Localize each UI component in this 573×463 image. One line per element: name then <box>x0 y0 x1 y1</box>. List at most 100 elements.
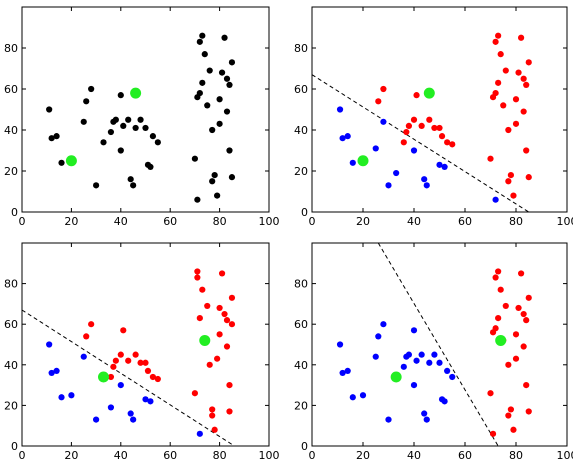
centroid-point <box>423 87 435 99</box>
data-point <box>525 294 532 301</box>
centroid-point <box>98 371 110 383</box>
data-point <box>199 286 206 293</box>
data-point <box>505 361 512 368</box>
x-tick-label: 40 <box>407 215 421 228</box>
y-tick-label: 20 <box>294 399 308 412</box>
data-point <box>359 392 367 399</box>
data-point <box>438 133 446 140</box>
data-point <box>100 139 107 146</box>
data-point <box>58 394 65 401</box>
data-point <box>93 182 100 189</box>
data-point <box>218 69 226 76</box>
data-point <box>449 141 456 148</box>
data-point <box>336 106 344 113</box>
data-point <box>436 161 443 168</box>
data-point <box>512 96 520 103</box>
data-point <box>375 98 382 105</box>
data-point <box>107 128 115 136</box>
data-point <box>107 404 115 411</box>
data-point <box>487 155 494 162</box>
data-point <box>505 178 512 185</box>
data-point <box>495 315 502 322</box>
data-point <box>418 122 425 129</box>
data-point <box>218 270 226 277</box>
y-tick-label: 80 <box>294 278 308 291</box>
data-point <box>400 139 407 146</box>
data-point <box>426 359 433 366</box>
decision-boundary-line <box>311 74 530 213</box>
centroid-point <box>357 155 369 167</box>
data-point <box>206 67 213 74</box>
data-point <box>228 59 236 66</box>
y-tick-label: 80 <box>294 42 308 55</box>
x-tick-label: 60 <box>458 449 472 462</box>
data-point <box>216 304 223 312</box>
data-point <box>375 333 382 340</box>
y-tick-label: 80 <box>4 278 18 291</box>
x-tick-label: 100 <box>259 449 280 462</box>
data-point <box>214 355 221 362</box>
data-point <box>194 268 201 275</box>
data-point <box>226 382 233 389</box>
x-tick-label: 60 <box>163 215 177 228</box>
data-point <box>441 163 448 170</box>
data-point <box>196 315 203 322</box>
data-point <box>495 79 502 86</box>
x-tick-label: 0 <box>309 449 316 462</box>
data-point <box>211 426 218 433</box>
data-point <box>515 69 522 76</box>
data-point <box>144 367 152 374</box>
data-point <box>525 174 532 181</box>
data-point <box>199 32 206 39</box>
data-point <box>423 416 430 423</box>
data-point <box>228 294 236 301</box>
data-point <box>512 120 520 127</box>
data-point <box>209 412 216 419</box>
y-tick-label: 40 <box>4 359 18 372</box>
y-tick-label: 20 <box>294 165 308 178</box>
data-point <box>410 147 418 154</box>
axes-frame <box>21 242 270 447</box>
data-point <box>336 341 344 348</box>
y-tick-label: 20 <box>4 165 18 178</box>
centroid-point <box>130 87 142 99</box>
data-point <box>83 98 90 105</box>
data-point <box>426 116 433 123</box>
data-point <box>216 120 223 127</box>
data-point <box>125 357 132 364</box>
x-tick-label: 80 <box>509 449 523 462</box>
y-tick-label: 80 <box>4 42 18 55</box>
axes-frame <box>311 6 568 213</box>
data-point <box>154 375 161 383</box>
data-point <box>380 118 387 125</box>
data-point <box>204 102 211 109</box>
data-point <box>120 122 127 129</box>
y-tick-label: 40 <box>4 124 18 137</box>
data-point <box>130 182 137 189</box>
data-point <box>228 174 236 181</box>
data-point <box>510 426 517 433</box>
data-point <box>46 106 53 113</box>
y-tick-label: 0 <box>301 440 308 453</box>
data-point <box>196 90 203 97</box>
data-point <box>206 361 213 368</box>
x-tick-label: 100 <box>259 215 280 228</box>
centroid-point <box>390 371 402 383</box>
data-point <box>505 126 512 134</box>
data-point <box>130 416 137 423</box>
data-point <box>216 331 223 338</box>
y-tick-label: 0 <box>11 440 18 453</box>
data-point <box>83 333 90 340</box>
data-point <box>444 367 451 374</box>
centroid-point <box>495 334 507 346</box>
data-point <box>431 351 438 358</box>
data-point <box>489 430 497 437</box>
data-point <box>127 410 134 417</box>
y-tick-label: 60 <box>4 318 18 331</box>
data-point <box>520 310 527 318</box>
y-tick-label: 60 <box>294 83 308 96</box>
panel-bottom-right: 0 20 40 60 80 100 0 20 40 60 80 <box>294 242 573 462</box>
data-point <box>48 369 55 377</box>
data-point <box>349 159 356 166</box>
